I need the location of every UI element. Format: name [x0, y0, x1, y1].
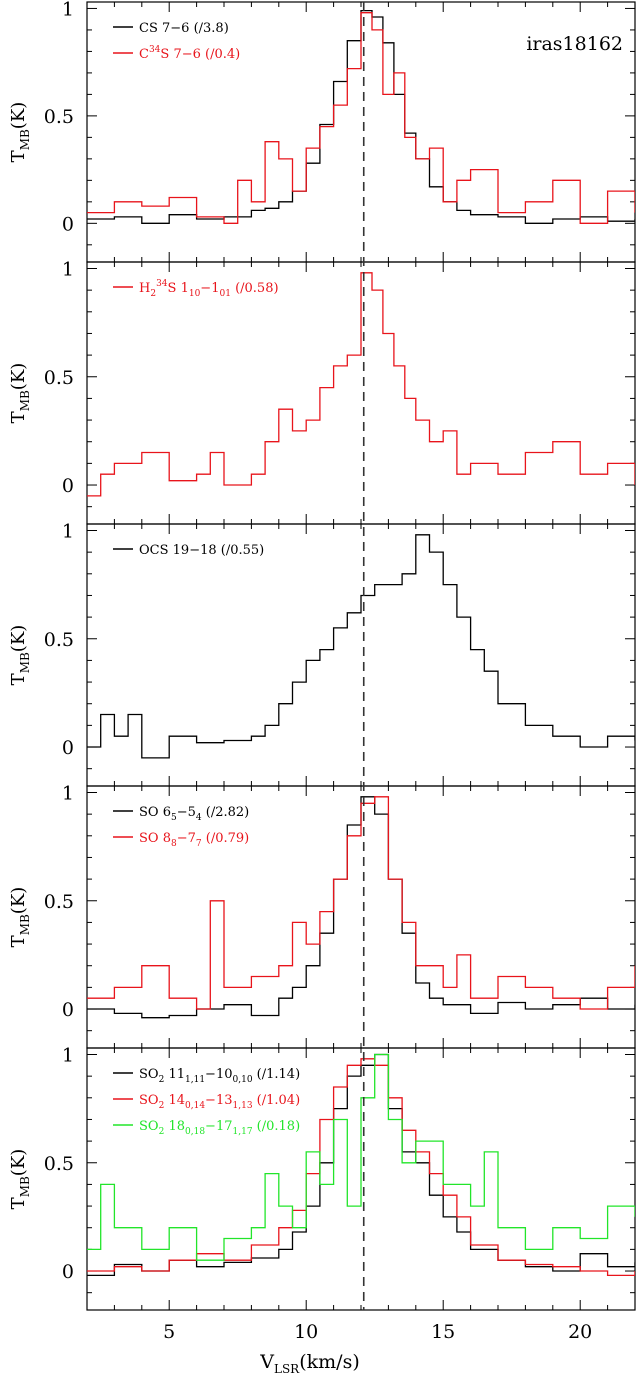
x-axis-label-main: V — [259, 1351, 274, 1373]
y-axis-title: TMB(K) — [8, 1149, 32, 1210]
y-tick-label: 0.5 — [44, 106, 74, 128]
legend-entry: SO2 180,18−171,17 (/0.18) — [139, 1119, 300, 1137]
y-axis-label-main: T — [8, 673, 29, 685]
y-tick-label: 0.5 — [44, 367, 74, 389]
legend-entry: SO2 140,14−131,13 (/1.04) — [139, 1093, 300, 1111]
y-tick-label: 0 — [62, 1261, 74, 1283]
y-axis-label-main: T — [8, 1197, 29, 1209]
panel-4: 0 0.5 1 TMB(K) SO 65−54 (/2.82) SO 88−77 (/0.… — [8, 782, 636, 1049]
legend-entry: OCS 19−18 (/0.55) — [139, 543, 264, 558]
panel-2: 0 0.5 1 TMB(K) H234S 110−101 (/0.58) — [8, 258, 636, 525]
x-axis-label-sub: LSR — [274, 1362, 300, 1376]
y-tick-label: 1 — [62, 1044, 74, 1066]
y-axis-label-sub: MB — [18, 914, 32, 935]
y-tick-label: 1 — [62, 258, 74, 280]
x-tick-label: 15 — [431, 1321, 455, 1343]
y-tick-label: 1 — [62, 782, 74, 804]
x-tick-label: 20 — [568, 1321, 592, 1343]
x-axis-title: VLSR(km/s) — [259, 1351, 359, 1376]
y-axis-title: TMB(K) — [8, 363, 32, 424]
y-tick-label: 0 — [62, 999, 74, 1021]
y-tick-label: 0.5 — [44, 629, 74, 651]
y-axis-title: TMB(K) — [8, 625, 32, 686]
legend-entry: SO2 111,11−100,10 (/1.14) — [139, 1067, 300, 1085]
y-axis-label-sub: MB — [18, 129, 32, 150]
y-tick-label: 1 — [62, 520, 74, 542]
panel-1: 0 0.5 1 TMB(K) CS 7−6 (/3.8) C34S 7−6 (/0.4) i… — [8, 0, 636, 263]
spectrum-line-green — [87, 1053, 635, 1261]
y-axis-label-sub: MB — [18, 652, 32, 673]
y-axis-label-main: T — [8, 150, 29, 162]
spectrum-line-black — [87, 534, 635, 759]
legend-entry: SO 88−77 (/0.79) — [139, 831, 249, 849]
spectrum-line-red — [87, 272, 635, 497]
y-axis-label-unit: (K) — [8, 363, 29, 391]
y-axis-title: TMB(K) — [8, 102, 32, 163]
x-tick-label: 10 — [294, 1321, 318, 1343]
y-tick-label: 0 — [62, 475, 74, 497]
y-axis-label-main: T — [8, 411, 29, 423]
legend-entry: CS 7−6 (/3.8) — [139, 21, 229, 36]
y-axis-label-unit: (K) — [8, 1149, 29, 1177]
svg-text:VLSR(km/s): VLSR(km/s) — [259, 1351, 359, 1376]
y-tick-label: 0.5 — [44, 891, 74, 913]
panel-5: 0 0.5 1 TMB(K) SO2 111,11−100,10 (/1.14) SO2 … — [8, 1044, 636, 1311]
legend-entry: C34S 7−6 (/0.4) — [139, 45, 240, 62]
panel-3: 0 0.5 1 TMB(K) OCS 19−18 (/0.55) — [8, 520, 636, 787]
x-axis-label-unit: (km/s) — [299, 1351, 360, 1373]
spectrum-line-red — [87, 12, 635, 224]
y-tick-label: 1 — [62, 0, 74, 20]
y-axis-label-sub: MB — [18, 390, 32, 411]
legend-entry: H234S 110−101 (/0.58) — [139, 279, 279, 299]
y-tick-label: 0 — [62, 213, 74, 235]
legend-entry: SO 65−54 (/2.82) — [139, 805, 249, 823]
y-axis-label-sub: MB — [18, 1176, 32, 1197]
spectrum-line-black — [87, 796, 635, 1019]
y-axis-label-unit: (K) — [8, 887, 29, 915]
y-axis-label-main: T — [8, 935, 29, 947]
y-axis-label-unit: (K) — [8, 625, 29, 653]
y-axis-label-unit: (K) — [8, 102, 29, 130]
y-tick-label: 0 — [62, 737, 74, 759]
y-tick-label: 0.5 — [44, 1153, 74, 1175]
source-name-annotation: iras18162 — [526, 33, 623, 55]
spectrum-line-red — [87, 796, 635, 1010]
x-tick-label: 5 — [163, 1321, 175, 1343]
y-axis-title: TMB(K) — [8, 887, 32, 948]
